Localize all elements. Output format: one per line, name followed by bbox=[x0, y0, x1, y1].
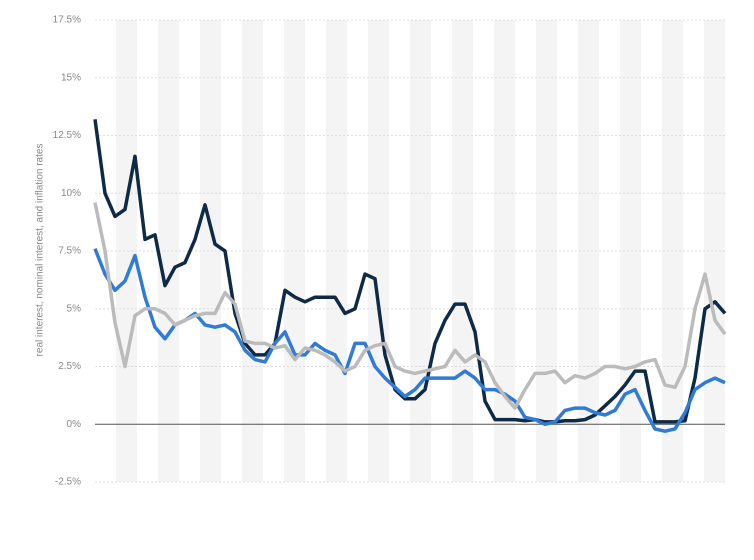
y-tick-label: 15% bbox=[61, 72, 81, 83]
series-line bbox=[93, 248, 726, 433]
y-tick-label: 2.5% bbox=[58, 361, 81, 372]
y-tick-label: -2.5% bbox=[55, 477, 81, 488]
y-tick-label: 17.5% bbox=[53, 15, 81, 26]
y-tick-label: 12.5% bbox=[53, 130, 81, 141]
series-line bbox=[93, 202, 727, 410]
y-tick-label: 7.5% bbox=[58, 246, 81, 257]
y-tick-label: 5% bbox=[67, 303, 82, 314]
series-line bbox=[93, 119, 727, 424]
y-tick-label: 10% bbox=[61, 188, 81, 199]
y-tick-label: 0% bbox=[67, 419, 82, 430]
y-axis-label: real interest, nominal interest, and inf… bbox=[35, 144, 46, 357]
